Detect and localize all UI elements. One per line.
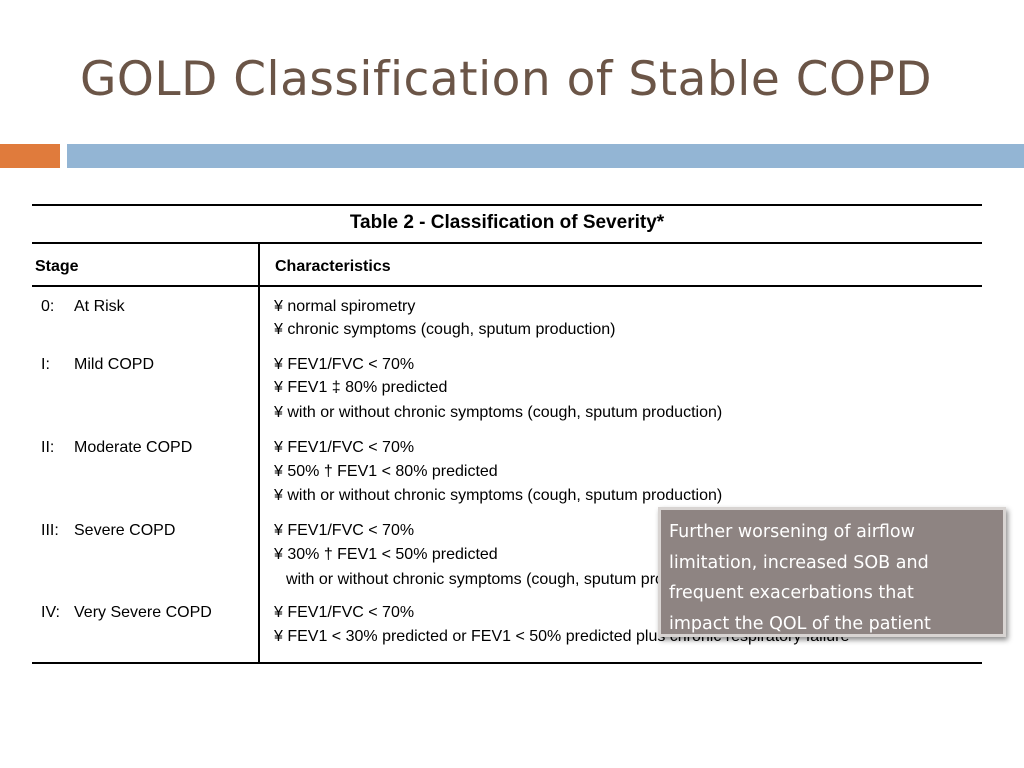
table-bottom-rule: [32, 662, 982, 664]
callout-box: Further worsening of airflow limitation,…: [658, 507, 1006, 637]
callout-line: frequent exacerbations that: [669, 583, 914, 603]
stage-name: Moderate COPD: [74, 439, 193, 456]
header-rule: [32, 285, 982, 287]
slide-title: GOLD Classification of Stable COPD: [80, 52, 933, 107]
characteristic-line: with or without chronic symptoms (cough,…: [286, 571, 721, 588]
accent-bar-orange: [0, 144, 60, 168]
stage-number: III:: [41, 522, 59, 539]
accent-bar-blue: [67, 144, 1024, 168]
stage-number: IV:: [41, 604, 60, 621]
column-divider: [258, 244, 260, 664]
stage-name: Very Severe COPD: [74, 604, 212, 621]
characteristic-line: ¥ FEV1/FVC < 70%: [274, 522, 415, 539]
characteristic-line: ¥ FEV1 ‡ 80% predicted: [274, 379, 448, 396]
table-top-rule: [32, 204, 982, 206]
table-caption: Table 2 - Classification of Severity*: [349, 212, 665, 233]
characteristic-line: ¥ normal spirometry: [274, 298, 416, 315]
stage-name: Severe COPD: [74, 522, 176, 539]
characteristic-line: ¥ with or without chronic symptoms (coug…: [274, 404, 723, 421]
header-characteristics: Characteristics: [275, 258, 391, 275]
stage-number: I:: [41, 356, 50, 373]
header-stage: Stage: [35, 258, 79, 275]
characteristic-line: ¥ FEV1/FVC < 70%: [274, 439, 415, 456]
stage-name: Mild COPD: [74, 356, 155, 373]
characteristic-line: ¥ chronic symptoms (cough, sputum produc…: [274, 321, 616, 338]
characteristic-line: ¥ with or without chronic symptoms (coug…: [274, 487, 723, 504]
characteristic-line: ¥ FEV1/FVC < 70%: [274, 604, 415, 621]
callout-line: impact the QOL of the patient: [669, 613, 931, 634]
callout-line: Further worsening of airflow: [669, 522, 915, 542]
stage-name: At Risk: [74, 298, 125, 315]
characteristic-line: ¥ 50% † FEV1 < 80% predicted: [274, 463, 498, 480]
callout-line: limitation, increased SOB and: [669, 552, 929, 573]
characteristic-line: ¥ 30% † FEV1 < 50% predicted: [274, 546, 498, 563]
caption-rule: [32, 242, 982, 244]
severity-table: Table 2 - Classification of Severity* St…: [32, 204, 982, 666]
stage-number: 0:: [41, 298, 55, 315]
stage-number: II:: [41, 439, 55, 456]
characteristic-line: ¥ FEV1/FVC < 70%: [274, 356, 415, 373]
